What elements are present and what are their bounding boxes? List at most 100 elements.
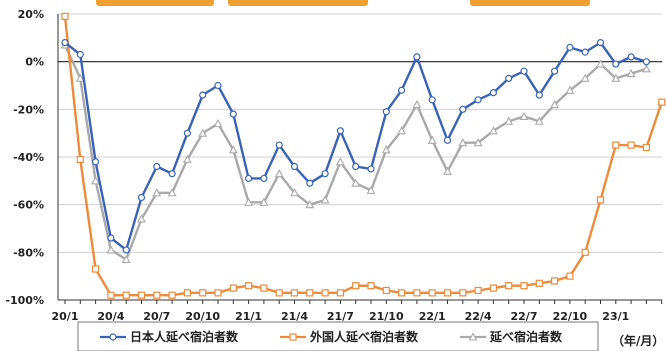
data-point bbox=[443, 289, 452, 297]
x-tick-label: 20/4 bbox=[97, 310, 124, 323]
data-point bbox=[489, 284, 497, 292]
legend-label: 日本人延べ宿泊者数 bbox=[130, 329, 239, 344]
data-point bbox=[228, 145, 238, 154]
data-point bbox=[198, 128, 208, 137]
data-point bbox=[75, 73, 85, 82]
data-point bbox=[168, 291, 176, 299]
data-point bbox=[504, 116, 514, 125]
data-point bbox=[61, 12, 69, 20]
data-point bbox=[581, 48, 589, 56]
x-tick-label: 20/10 bbox=[185, 310, 220, 323]
data-point bbox=[550, 99, 560, 109]
data-point bbox=[121, 254, 131, 264]
data-point bbox=[183, 289, 191, 297]
data-point bbox=[290, 289, 299, 297]
data-point bbox=[76, 155, 84, 163]
y-tick-label: -60% bbox=[13, 199, 44, 212]
grid-lines bbox=[58, 13, 662, 301]
data-point bbox=[398, 289, 406, 297]
data-point bbox=[122, 291, 130, 299]
data-point bbox=[468, 332, 478, 341]
data-point bbox=[596, 38, 605, 47]
x-axis-unit-label: （年/月） bbox=[612, 333, 664, 348]
data-point bbox=[611, 73, 621, 82]
data-point bbox=[245, 282, 253, 290]
data-point bbox=[550, 67, 559, 75]
data-point bbox=[199, 91, 207, 99]
data-point bbox=[443, 166, 452, 175]
x-tick-label: 20/7 bbox=[143, 310, 170, 323]
series-0 bbox=[61, 38, 651, 254]
data-point bbox=[306, 289, 314, 297]
data-point bbox=[488, 126, 498, 135]
data-point bbox=[642, 143, 651, 152]
data-point bbox=[627, 53, 635, 61]
data-point bbox=[428, 96, 436, 104]
data-point bbox=[260, 174, 268, 183]
data-point bbox=[245, 174, 253, 183]
series-line bbox=[63, 16, 663, 297]
series-lines bbox=[60, 12, 666, 299]
legend-label: 延べ宿泊者数 bbox=[489, 329, 563, 344]
series-line bbox=[63, 44, 647, 261]
data-point bbox=[61, 38, 69, 47]
data-point bbox=[535, 91, 543, 99]
data-point bbox=[382, 286, 390, 295]
legend-item: 延べ宿泊者数 bbox=[460, 329, 563, 344]
data-point bbox=[596, 196, 605, 204]
data-point bbox=[336, 127, 344, 135]
data-point bbox=[229, 284, 237, 292]
x-tick-label: 21/1 bbox=[235, 310, 262, 323]
y-tick-label: -40% bbox=[13, 151, 44, 164]
legend: 日本人延べ宿泊者数 外国人延べ宿泊者数 延べ宿泊者数 bbox=[77, 321, 599, 351]
data-point bbox=[565, 85, 575, 94]
x-tick-label: 22/7 bbox=[511, 310, 538, 323]
data-point bbox=[413, 53, 421, 61]
data-point bbox=[306, 179, 314, 187]
data-point bbox=[381, 145, 391, 154]
data-point bbox=[137, 193, 146, 202]
legend-label: 外国人延べ宿泊者数 bbox=[310, 329, 419, 344]
data-point bbox=[321, 289, 329, 297]
data-point bbox=[641, 64, 651, 73]
data-point bbox=[580, 73, 590, 82]
y-tick-label: 20% bbox=[18, 8, 44, 21]
title-banner-fragment-3 bbox=[470, 0, 590, 6]
data-point bbox=[642, 58, 651, 66]
data-point bbox=[182, 154, 192, 163]
series-1 bbox=[61, 12, 666, 299]
data-point bbox=[427, 135, 437, 144]
x-tick-label: 21/10 bbox=[369, 310, 404, 323]
x-tick-label: 22/10 bbox=[553, 310, 588, 323]
data-point bbox=[428, 289, 436, 297]
data-point bbox=[152, 188, 162, 197]
data-point bbox=[520, 67, 528, 75]
data-point bbox=[474, 286, 482, 295]
data-point bbox=[626, 68, 636, 78]
data-point bbox=[367, 282, 375, 290]
axes bbox=[57, 14, 663, 304]
data-point bbox=[534, 116, 544, 125]
y-tick-label: -80% bbox=[13, 246, 44, 259]
data-point bbox=[612, 60, 620, 68]
data-point bbox=[596, 59, 605, 68]
data-point bbox=[107, 291, 115, 299]
data-point bbox=[213, 118, 223, 128]
data-point bbox=[382, 108, 390, 116]
data-point bbox=[520, 282, 528, 290]
y-axis-ticks: 20% 0% -20% -40% -60% -80% -100% bbox=[5, 8, 44, 307]
data-point bbox=[398, 86, 406, 94]
x-tick-label: 22/4 bbox=[465, 310, 492, 323]
data-point bbox=[489, 89, 497, 97]
data-point bbox=[367, 165, 375, 173]
data-point bbox=[335, 157, 345, 166]
data-point bbox=[199, 289, 207, 297]
x-tick-label: 23/1 bbox=[602, 310, 629, 323]
x-tick-label: 22/1 bbox=[419, 310, 446, 323]
series-line bbox=[64, 41, 647, 252]
data-point bbox=[137, 214, 146, 223]
data-point bbox=[397, 126, 407, 135]
data-point bbox=[352, 162, 360, 171]
data-point bbox=[259, 197, 269, 206]
x-tick-label: 20/1 bbox=[52, 310, 79, 323]
